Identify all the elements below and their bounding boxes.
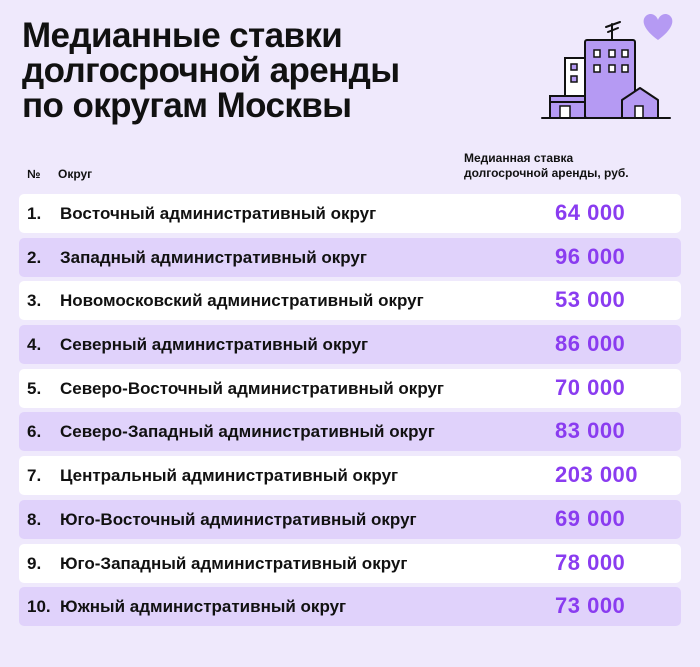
row-number: 5. [27, 378, 42, 398]
table-row: 2. Западный административный округ 96 00… [19, 237, 681, 277]
antenna-icon [605, 21, 621, 41]
column-header-rate: Медианная ставка долгосрочной аренды, ру… [464, 151, 694, 181]
rent-value: 78 000 [555, 549, 626, 575]
table-row: 4. Северный административный округ 86 00… [19, 325, 681, 365]
title-line: Медианные ставки [22, 16, 343, 55]
row-number: 8. [27, 509, 42, 529]
table-row: 7. Центральный административный округ 20… [19, 456, 681, 496]
district-name: Юго-Западный административный округ [60, 553, 408, 573]
heart-icon [643, 13, 673, 40]
row-number: 3. [27, 291, 42, 311]
table-row: 5. Северо-Восточный административный окр… [19, 368, 681, 408]
row-number: 9. [27, 553, 42, 573]
rent-value: 96 000 [555, 243, 626, 269]
rent-value: 86 000 [555, 331, 626, 357]
rent-value: 53 000 [555, 287, 626, 313]
rent-value: 73 000 [555, 593, 626, 619]
rent-value: 203 000 [555, 462, 639, 488]
district-name: Новомосковский административный округ [60, 291, 424, 311]
table-row: 3. Новомосковский административный округ… [19, 281, 681, 321]
district-name: Северный административный округ [60, 335, 369, 355]
column-header-rate-line: Медианная ставка [464, 151, 574, 165]
rent-value: 70 000 [555, 374, 626, 400]
column-header-district: Округ [58, 167, 93, 181]
district-name: Юго-Восточный административный округ [60, 509, 417, 529]
rent-table: 1. Восточный административный округ 64 0… [19, 194, 681, 631]
column-header-rate-line: долгосрочной аренды, руб. [464, 166, 629, 180]
column-header-number: № [27, 167, 41, 181]
rent-value: 64 000 [555, 200, 626, 225]
table-row: 1. Восточный административный округ 64 0… [19, 194, 681, 233]
table-row: 10. Южный административный округ 73 000 [19, 587, 681, 627]
row-number: 6. [27, 422, 42, 442]
district-name: Западный административный округ [60, 247, 367, 267]
table-row: 6. Северо-Западный административный окру… [19, 412, 681, 452]
row-number: 4. [27, 335, 42, 355]
row-number: 2. [27, 247, 42, 267]
district-name: Центральный административный округ [60, 466, 399, 486]
district-name: Южный административный округ [60, 597, 347, 617]
rent-value: 83 000 [555, 418, 626, 444]
district-name: Восточный административный округ [60, 204, 377, 223]
table-row: 8. Юго-Восточный административный округ … [19, 499, 681, 539]
district-name: Северо-Восточный административный округ [60, 378, 445, 398]
row-number: 1. [27, 204, 42, 223]
table-row: 9. Юго-Западный административный округ 7… [19, 543, 681, 583]
row-number: 7. [27, 466, 42, 486]
title-line: по округам Москвы [22, 86, 352, 125]
page-title: Медианные ставки долгосрочной аренды по … [22, 18, 492, 123]
row-number: 10. [27, 597, 51, 617]
building-illustration [541, 13, 673, 119]
district-name: Северо-Западный административный округ [60, 422, 435, 442]
title-line: долгосрочной аренды [22, 51, 400, 90]
rent-value: 69 000 [555, 505, 626, 531]
